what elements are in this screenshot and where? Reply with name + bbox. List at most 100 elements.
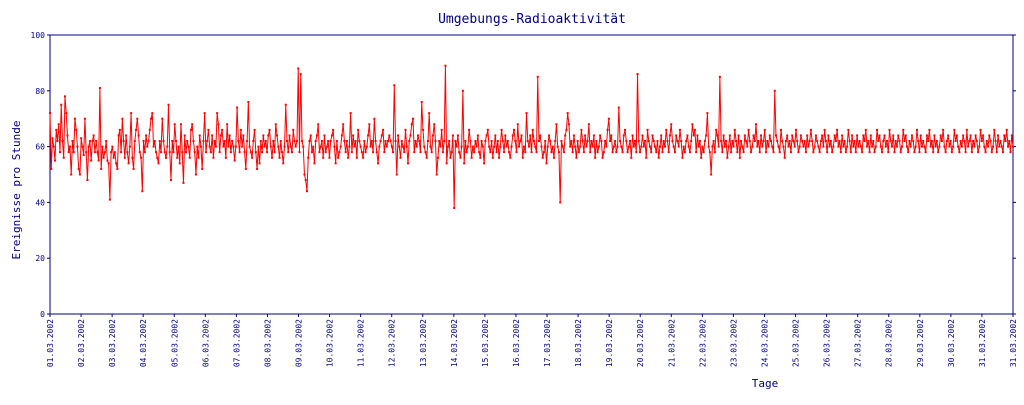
data-point — [801, 140, 804, 143]
data-point — [727, 145, 730, 148]
data-point — [934, 145, 937, 148]
data-point — [438, 140, 441, 143]
data-point — [793, 145, 796, 148]
data-point — [656, 140, 659, 143]
data-point — [589, 151, 592, 154]
data-point — [68, 145, 71, 148]
data-point — [975, 140, 978, 143]
data-point — [642, 145, 645, 148]
data-point — [859, 145, 862, 148]
data-point — [67, 151, 70, 154]
data-point — [51, 137, 54, 140]
data-point — [894, 140, 897, 143]
data-point — [550, 151, 553, 154]
data-point — [72, 151, 75, 154]
data-point — [486, 128, 489, 131]
data-point — [701, 145, 704, 148]
data-point — [176, 156, 179, 159]
data-point — [604, 140, 607, 143]
data-point — [243, 151, 246, 154]
data-point — [70, 173, 73, 176]
data-point — [347, 156, 350, 159]
data-point — [299, 73, 302, 76]
data-point — [898, 140, 901, 143]
data-point — [253, 128, 256, 131]
data-point — [412, 117, 414, 120]
x-tick-label: 29.03.2002 — [916, 319, 925, 367]
data-point — [730, 151, 733, 154]
data-point — [690, 140, 693, 143]
data-point — [653, 145, 656, 148]
data-point — [365, 145, 368, 148]
data-point — [640, 145, 643, 148]
data-point — [466, 145, 469, 148]
data-point — [587, 123, 590, 126]
x-tick-label: 04.03.2002 — [139, 319, 148, 367]
data-point — [322, 156, 325, 159]
data-point — [985, 140, 988, 143]
data-point — [663, 145, 666, 148]
data-point — [177, 145, 180, 148]
data-point — [888, 128, 891, 131]
data-point — [424, 151, 427, 154]
data-point — [990, 151, 993, 154]
data-point — [857, 145, 860, 148]
data-point — [398, 145, 401, 148]
data-point — [229, 151, 232, 154]
data-point — [61, 140, 64, 143]
data-point — [297, 67, 300, 70]
data-point — [745, 140, 748, 143]
data-point — [436, 156, 439, 159]
data-point — [602, 151, 605, 154]
data-point — [849, 151, 852, 154]
data-point — [329, 140, 332, 143]
data-point — [282, 162, 285, 165]
data-point — [125, 134, 128, 137]
data-point — [615, 151, 618, 154]
data-point — [672, 145, 675, 148]
data-point — [935, 140, 938, 143]
data-point — [641, 134, 644, 137]
data-point — [287, 151, 290, 154]
y-axis-label: Ereignisse pro Stunde — [10, 120, 23, 259]
data-point — [511, 134, 514, 137]
data-point — [1008, 140, 1011, 143]
data-point — [156, 156, 159, 159]
data-point — [212, 156, 215, 159]
data-point — [809, 128, 812, 131]
data-point — [309, 134, 312, 137]
data-point — [171, 140, 174, 143]
data-point — [786, 134, 789, 137]
data-point — [247, 100, 250, 103]
data-point — [717, 145, 720, 148]
data-point — [902, 128, 905, 131]
data-point — [209, 151, 212, 154]
y-tick-label: 0 — [40, 310, 45, 319]
data-point — [233, 159, 236, 162]
data-point — [867, 140, 870, 143]
data-point — [435, 173, 438, 176]
data-point — [551, 145, 554, 148]
x-tick-label: 31.03.2002 — [1009, 319, 1018, 367]
data-point — [576, 140, 579, 143]
data-point — [848, 140, 851, 143]
data-point — [747, 128, 750, 131]
data-point — [194, 173, 197, 176]
y-tick-label: 20 — [35, 254, 45, 263]
data-point — [685, 140, 688, 143]
data-point — [632, 145, 635, 148]
data-point — [671, 140, 674, 143]
data-point — [66, 134, 69, 137]
data-point — [234, 145, 237, 148]
data-point — [782, 145, 785, 148]
data-point — [127, 162, 130, 165]
data-point — [357, 128, 360, 131]
data-point — [491, 156, 494, 159]
data-point — [937, 151, 940, 154]
data-point — [179, 123, 182, 126]
data-point — [186, 140, 189, 143]
data-point — [590, 140, 593, 143]
data-point — [585, 145, 588, 148]
data-point — [272, 140, 275, 143]
data-point — [1009, 151, 1012, 154]
